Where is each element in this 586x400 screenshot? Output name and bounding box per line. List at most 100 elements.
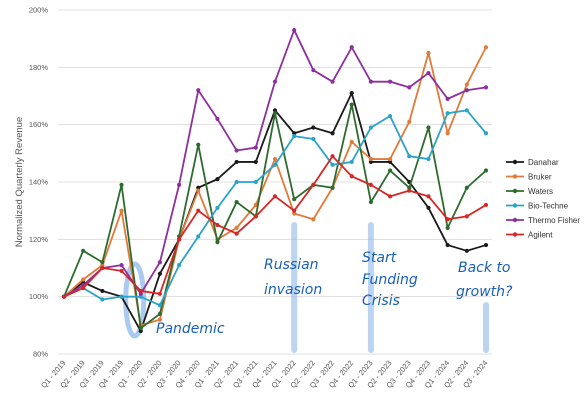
- legend-swatch-marker: [512, 159, 518, 165]
- y-tick-label: 120%: [29, 235, 49, 244]
- data-point: [292, 197, 297, 202]
- data-point: [119, 294, 124, 299]
- legend-item-danahar: Danahar: [506, 158, 559, 167]
- data-point: [483, 85, 489, 90]
- data-point: [215, 116, 220, 122]
- data-point: [234, 179, 239, 185]
- data-point: [253, 159, 258, 165]
- data-point: [215, 240, 220, 245]
- data-point: [311, 136, 316, 142]
- data-point: [234, 199, 239, 205]
- legend-label: Waters: [528, 187, 553, 196]
- legend-item-bruker: Bruker: [506, 173, 552, 182]
- data-point: [426, 205, 431, 210]
- data-point: [483, 168, 489, 173]
- y-tick-label: 180%: [29, 63, 49, 72]
- data-point: [292, 27, 297, 33]
- annotation-back-to-growth: Back to: [458, 260, 511, 276]
- data-point: [311, 68, 316, 73]
- data-point: [464, 88, 469, 93]
- annotation-start-funding-crisis: Funding: [362, 272, 418, 288]
- data-point: [196, 142, 201, 147]
- data-point: [157, 317, 163, 322]
- data-point: [368, 156, 374, 162]
- data-point: [100, 288, 105, 294]
- legend-label: Bruker: [528, 173, 552, 182]
- data-point: [330, 154, 335, 159]
- data-point: [81, 248, 86, 253]
- data-point: [119, 268, 124, 273]
- data-point: [445, 225, 450, 230]
- legend-swatch-marker: [512, 203, 518, 208]
- data-point: [196, 188, 201, 193]
- data-point: [407, 119, 412, 124]
- data-point: [445, 217, 450, 222]
- data-point: [445, 131, 450, 136]
- data-point: [330, 79, 335, 84]
- y-axis-ticks: 80% 100% 120% 140% 160% 180% 200%: [29, 6, 49, 359]
- data-point: [387, 156, 393, 162]
- y-tick-label: 80%: [33, 350, 48, 359]
- data-point: [368, 182, 374, 187]
- data-point: [157, 303, 163, 308]
- legend-label: Bio-Techne: [528, 202, 569, 211]
- data-point: [81, 285, 86, 291]
- data-point: [234, 159, 239, 165]
- legend-swatch-marker: [512, 188, 518, 194]
- data-point: [368, 79, 374, 84]
- data-point: [253, 179, 258, 185]
- legend-swatch-marker: [512, 174, 518, 179]
- data-point: [272, 194, 278, 199]
- data-point: [387, 168, 393, 173]
- data-point: [368, 199, 374, 205]
- data-point: [292, 208, 297, 213]
- series-bio-techne: [61, 108, 489, 308]
- data-point: [100, 260, 105, 265]
- data-point: [483, 202, 489, 208]
- data-point: [157, 291, 163, 296]
- data-point: [196, 234, 201, 239]
- pandemic-highlight: [123, 261, 147, 339]
- data-point: [119, 208, 124, 213]
- series-lines: [61, 27, 489, 334]
- data-point: [407, 188, 412, 193]
- data-point: [349, 159, 354, 165]
- data-point: [138, 288, 143, 294]
- legend-swatch-marker: [512, 232, 518, 237]
- data-point: [272, 79, 278, 84]
- annotations: Pandemic Russian invasion Start Funding Crisi…: [156, 250, 513, 337]
- legend-swatch-marker: [512, 217, 518, 223]
- legend-item-waters: Waters: [506, 187, 553, 196]
- data-point: [330, 185, 335, 190]
- legend-item-bio-techne: Bio-Techne: [506, 202, 569, 211]
- data-point: [176, 237, 182, 242]
- data-point: [426, 50, 431, 56]
- data-point: [272, 111, 278, 116]
- data-point: [368, 125, 374, 130]
- data-point: [349, 139, 354, 144]
- data-point: [483, 242, 489, 248]
- data-point: [349, 102, 354, 107]
- data-point: [253, 145, 258, 150]
- y-tick-label: 200%: [29, 6, 49, 15]
- legend-label: Danahar: [528, 158, 559, 167]
- legend-label: Agilent: [528, 231, 553, 240]
- data-point: [157, 311, 163, 316]
- annotation-highlights: [123, 222, 489, 353]
- annotation-russian-invasion: Russian: [264, 257, 319, 273]
- data-point: [81, 277, 86, 282]
- annotation-start-funding-crisis: Crisis: [362, 293, 400, 309]
- data-point: [215, 222, 220, 228]
- data-point: [100, 265, 105, 271]
- data-point: [349, 174, 354, 179]
- data-point: [253, 214, 258, 219]
- data-point: [176, 263, 182, 268]
- data-point: [349, 91, 354, 96]
- data-point: [157, 260, 163, 265]
- data-point: [119, 182, 124, 187]
- data-point: [100, 297, 105, 302]
- data-point: [464, 185, 469, 190]
- data-point: [330, 131, 335, 136]
- data-point: [311, 125, 316, 130]
